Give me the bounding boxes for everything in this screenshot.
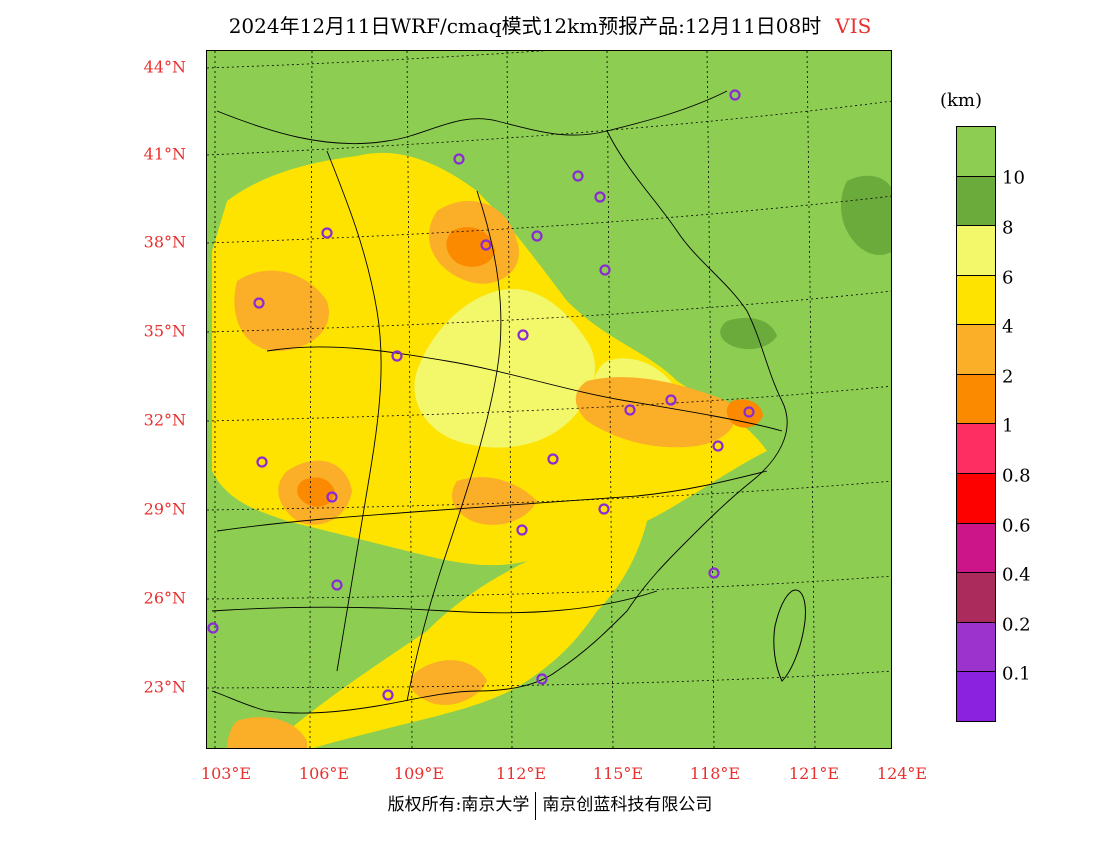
city-marker xyxy=(391,350,403,362)
lon-tick-label: 112°E xyxy=(495,764,547,783)
city-marker xyxy=(331,579,343,591)
footer-divider xyxy=(535,791,537,820)
vis-8-10km-patches xyxy=(720,175,891,350)
lon-tick-label: 115°E xyxy=(592,764,644,783)
color-bar-segment xyxy=(957,573,995,623)
boundaries xyxy=(211,90,788,714)
city-marker xyxy=(536,673,548,685)
city-marker xyxy=(480,239,492,251)
lat-tick-label: 44°N xyxy=(143,57,186,77)
color-bar-label: 2 xyxy=(1002,366,1014,388)
legend-unit: (km) xyxy=(940,90,983,111)
city-marker xyxy=(253,297,265,309)
lat-tick-label: 29°N xyxy=(143,499,186,519)
city-marker xyxy=(382,689,394,701)
color-bar-label: 8 xyxy=(1002,217,1014,239)
graticule xyxy=(207,51,891,748)
city-marker xyxy=(708,567,720,579)
city-marker xyxy=(547,453,559,465)
color-bar-segment xyxy=(957,127,995,177)
color-bar-segment xyxy=(957,672,995,721)
city-marker xyxy=(321,227,333,239)
lon-tick-label: 106°E xyxy=(298,764,350,783)
city-marker xyxy=(665,394,677,406)
city-marker xyxy=(207,622,219,634)
lon-tick-label: 109°E xyxy=(393,764,445,783)
color-bar-label: 4 xyxy=(1002,316,1014,338)
city-marker xyxy=(531,230,543,242)
city-marker xyxy=(517,329,529,341)
variable-name: VIS xyxy=(835,14,872,38)
lat-tick-label: 38°N xyxy=(143,232,186,252)
city-markers xyxy=(207,89,755,701)
lon-tick-label: 103°E xyxy=(200,764,252,783)
lon-tick-label: 124°E xyxy=(876,764,928,783)
city-marker xyxy=(729,89,741,101)
vis-2-4km-region xyxy=(227,201,736,748)
taiwan-island xyxy=(773,589,806,682)
copyright-footer: 版权所有:南京大学 南京创蓝科技有限公司 xyxy=(0,790,1100,820)
city-marker xyxy=(453,153,465,165)
color-bar-label: 10 xyxy=(1002,167,1025,189)
city-marker xyxy=(624,404,636,416)
color-bar-segment xyxy=(957,176,995,227)
color-bar-segment xyxy=(957,325,995,375)
lat-tick-label: 32°N xyxy=(143,410,186,430)
city-marker xyxy=(572,170,584,182)
color-bar-segment xyxy=(957,226,995,276)
city-marker xyxy=(743,406,755,418)
lat-tick-label: 23°N xyxy=(143,677,186,697)
lat-tick-label: 35°N xyxy=(143,321,186,341)
color-bar-segment xyxy=(957,275,995,326)
color-bar-segment xyxy=(957,424,995,475)
color-bar-label: 0.4 xyxy=(1002,564,1031,586)
map-title-text: 2024年12月11日WRF/cmaq模式12km预报产品:12月11日08时 xyxy=(228,14,822,38)
lat-tick-label: 26°N xyxy=(143,588,186,608)
color-bar-label: 0.2 xyxy=(1002,614,1031,636)
city-marker xyxy=(599,264,611,276)
city-marker xyxy=(594,191,606,203)
color-bar-segment xyxy=(957,622,995,673)
color-bar xyxy=(956,126,996,722)
color-bar-label: 0.6 xyxy=(1002,515,1031,537)
color-bar-segment xyxy=(957,474,995,524)
color-bar-label: 0.8 xyxy=(1002,465,1031,487)
map-panel xyxy=(206,50,892,749)
copyright-owner: 版权所有:南京大学 xyxy=(387,795,530,815)
lon-tick-label: 118°E xyxy=(689,764,741,783)
city-marker xyxy=(516,524,528,536)
visibility-map xyxy=(207,51,891,748)
copyright-company: 南京创蓝科技有限公司 xyxy=(542,795,713,815)
city-marker xyxy=(256,456,268,468)
map-title: 2024年12月11日WRF/cmaq模式12km预报产品:12月11日08时 V… xyxy=(0,10,1100,39)
color-bar-label: 6 xyxy=(1002,267,1014,289)
city-marker xyxy=(326,491,338,503)
city-marker xyxy=(598,503,610,515)
lon-tick-label: 121°E xyxy=(788,764,840,783)
color-bar-segment xyxy=(957,523,995,574)
color-bar-segment xyxy=(957,374,995,425)
city-marker xyxy=(712,440,724,452)
color-bar-label: 1 xyxy=(1002,415,1014,437)
color-bar-label: 0.1 xyxy=(1002,663,1031,685)
lat-tick-label: 41°N xyxy=(143,144,186,164)
